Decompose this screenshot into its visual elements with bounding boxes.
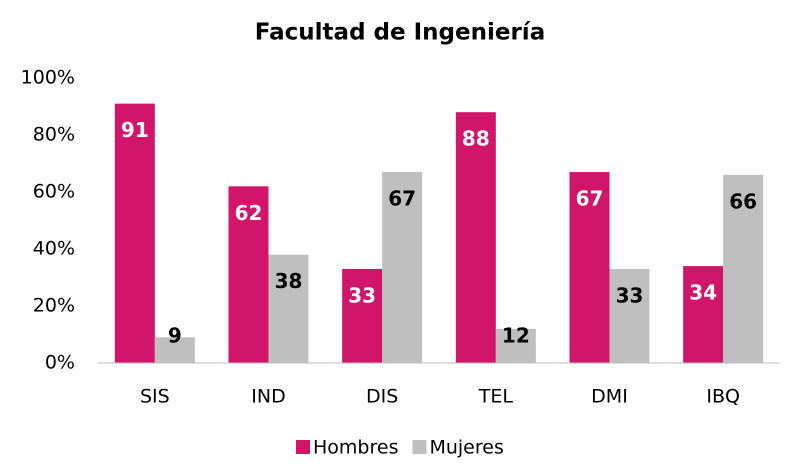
data-label: 67 bbox=[576, 187, 604, 211]
x-tick-label: IBQ bbox=[706, 386, 740, 408]
bar bbox=[382, 172, 423, 363]
legend-swatch bbox=[296, 440, 310, 454]
y-tick-label: 60% bbox=[33, 181, 75, 203]
data-label: 12 bbox=[502, 324, 530, 348]
bar bbox=[683, 266, 724, 363]
x-tick-label: DMI bbox=[591, 386, 628, 408]
x-tick-label: DIS bbox=[366, 386, 398, 408]
bar bbox=[609, 268, 650, 363]
bar bbox=[569, 172, 610, 363]
bar bbox=[228, 186, 269, 363]
bar bbox=[114, 103, 155, 364]
data-label: 34 bbox=[689, 281, 717, 305]
data-label: 33 bbox=[616, 283, 644, 307]
bar bbox=[268, 254, 309, 363]
legend-swatch bbox=[412, 440, 427, 454]
bar bbox=[723, 174, 764, 363]
chart-title: Facultad de Ingeniería bbox=[255, 20, 545, 46]
bar bbox=[342, 268, 383, 363]
bar bbox=[455, 112, 496, 363]
data-label: 88 bbox=[462, 127, 490, 151]
data-label: 33 bbox=[348, 283, 376, 307]
legend-label: Mujeres bbox=[429, 437, 503, 459]
data-label: 91 bbox=[121, 118, 149, 142]
x-tick-label: SIS bbox=[140, 386, 170, 408]
x-tick-label: IND bbox=[251, 386, 285, 408]
data-label: 62 bbox=[235, 201, 263, 225]
x-tick-label: TEL bbox=[478, 386, 514, 408]
y-tick-label: 0% bbox=[45, 352, 75, 374]
y-tick-label: 40% bbox=[33, 238, 75, 260]
y-tick-label: 100% bbox=[21, 67, 75, 89]
data-label: 67 bbox=[388, 187, 416, 211]
data-label: 9 bbox=[168, 324, 182, 348]
legend-label: Hombres bbox=[313, 437, 398, 459]
y-tick-label: 80% bbox=[33, 124, 75, 146]
data-label: 38 bbox=[275, 269, 303, 293]
bar bbox=[495, 328, 536, 363]
y-tick-label: 20% bbox=[33, 295, 75, 317]
data-label: 66 bbox=[729, 189, 757, 213]
bar bbox=[154, 337, 195, 363]
